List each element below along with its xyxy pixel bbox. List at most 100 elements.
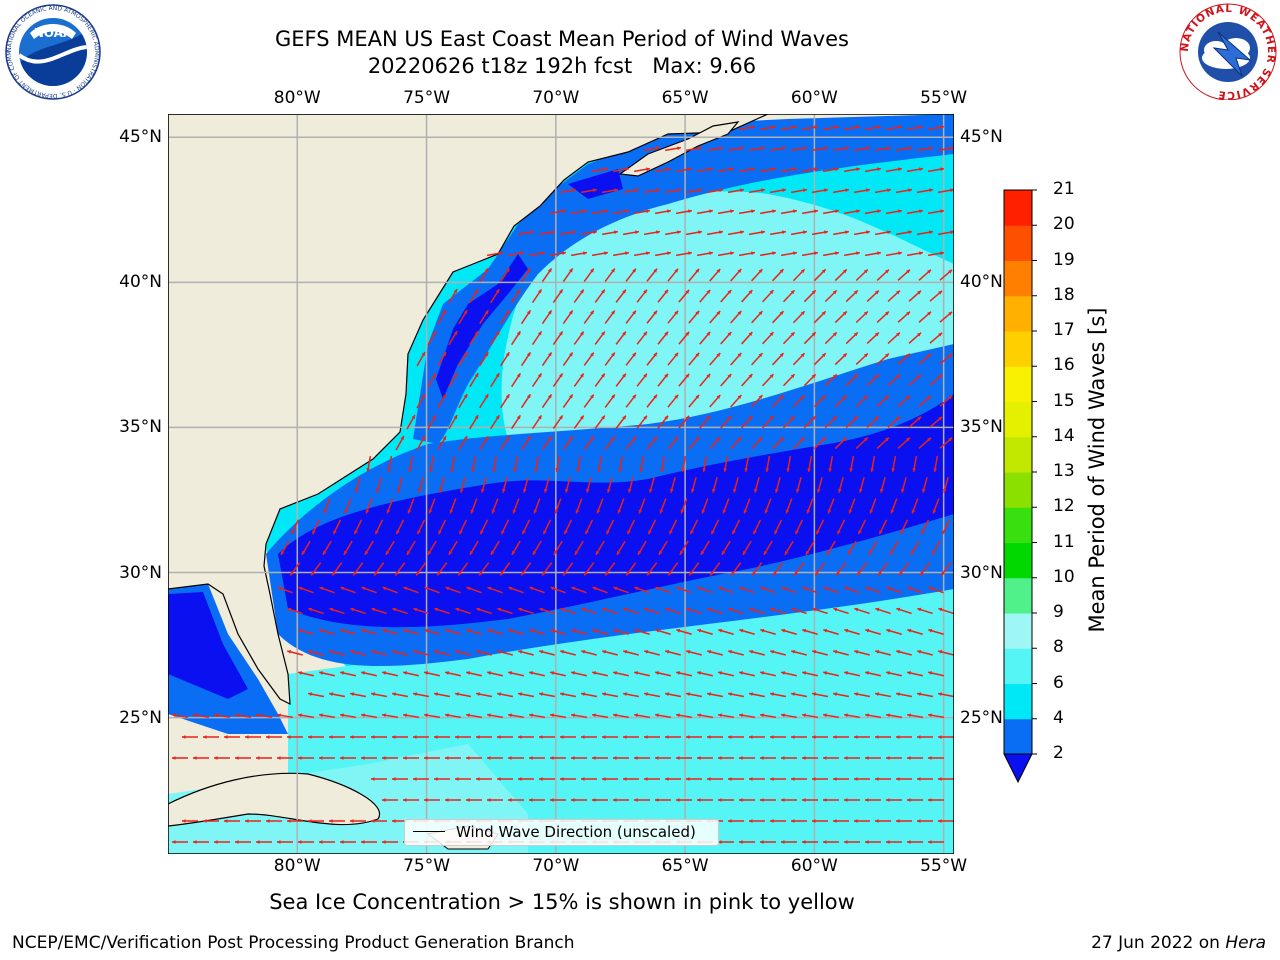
direction-arrow xyxy=(529,586,545,594)
direction-arrow xyxy=(612,713,630,719)
direction-arrow xyxy=(592,628,608,635)
direction-arrow xyxy=(625,436,637,450)
direction-arrow xyxy=(266,819,282,823)
direction-arrow xyxy=(507,251,525,257)
direction-arrow xyxy=(592,586,608,594)
colorbar-tick-label: 2 xyxy=(1053,743,1064,763)
direction-arrow xyxy=(908,332,922,344)
direction-arrow xyxy=(554,498,562,514)
direction-arrow xyxy=(266,735,282,739)
direction-arrow xyxy=(371,692,387,698)
direction-arrow xyxy=(751,562,763,576)
direction-arrow xyxy=(938,735,954,739)
direction-arrow xyxy=(560,735,576,739)
direction-arrow xyxy=(361,628,377,635)
direction-arrow xyxy=(885,125,903,131)
direction-arrow xyxy=(507,713,525,719)
lat-tick-left: 25°N xyxy=(119,707,162,728)
direction-arrow xyxy=(876,437,890,449)
direction-arrow xyxy=(938,819,954,823)
direction-arrow xyxy=(437,309,447,325)
graticule xyxy=(168,114,954,854)
direction-arrow xyxy=(836,519,846,535)
lon-tick-top: 60°W xyxy=(790,88,838,108)
direction-arrow xyxy=(887,374,901,386)
direction-arrow xyxy=(699,289,711,303)
direction-arrow xyxy=(570,209,588,215)
direction-arrow xyxy=(686,735,702,739)
direction-arrow xyxy=(634,671,650,677)
direction-arrow xyxy=(803,331,817,345)
direction-arrow xyxy=(749,777,765,781)
direction-arrow xyxy=(655,756,671,760)
direction-arrow xyxy=(780,125,798,131)
direction-arrow xyxy=(911,498,919,514)
direction-arrow xyxy=(490,414,500,430)
direction-arrow xyxy=(823,840,839,844)
direction-arrow xyxy=(510,330,522,346)
direction-arrow xyxy=(636,415,648,429)
direction-arrow xyxy=(576,455,582,473)
direction-arrow xyxy=(792,268,806,282)
direction-arrow xyxy=(833,692,849,698)
direction-arrow xyxy=(847,540,857,556)
direction-arrow xyxy=(636,331,648,345)
direction-arrow xyxy=(517,230,535,236)
colorbar-segment xyxy=(1004,648,1032,684)
direction-arrow xyxy=(490,330,500,346)
direction-arrow xyxy=(844,756,860,760)
lat-tick-right: 30°N xyxy=(960,562,1003,583)
direction-arrow xyxy=(939,311,953,323)
colorbar-tick-label: 18 xyxy=(1053,284,1075,305)
direction-arrow xyxy=(322,540,332,556)
direction-arrow xyxy=(403,798,419,802)
direction-arrow xyxy=(654,167,672,173)
direction-arrow xyxy=(528,713,546,719)
lat-tick-right: 40°N xyxy=(960,272,1003,293)
direction-arrow xyxy=(580,230,598,236)
direction-arrow xyxy=(570,713,588,719)
direction-arrow xyxy=(623,650,639,656)
direction-arrow xyxy=(917,650,933,656)
direction-arrow xyxy=(886,840,902,844)
direction-arrow xyxy=(434,607,450,615)
direction-arrow xyxy=(738,125,756,131)
direction-arrow xyxy=(918,269,932,281)
direction-arrow xyxy=(340,840,356,844)
direction-arrow xyxy=(605,519,615,535)
direction-arrow xyxy=(319,586,335,594)
colorbar-segment xyxy=(1004,718,1032,755)
direction-arrow xyxy=(550,628,566,635)
direction-arrow xyxy=(697,798,713,802)
direction-arrow xyxy=(885,713,903,719)
direction-arrow xyxy=(865,628,881,635)
direction-arrow xyxy=(329,819,345,823)
direction-arrow xyxy=(657,373,669,387)
direction-arrow xyxy=(403,586,419,594)
direction-arrow xyxy=(784,540,794,556)
direction-arrow xyxy=(675,713,693,719)
direction-arrow xyxy=(500,393,510,409)
direction-arrow xyxy=(520,435,532,451)
direction-arrow xyxy=(854,692,870,698)
direction-arrow xyxy=(774,477,781,493)
direction-arrow xyxy=(688,352,700,366)
direction-arrow xyxy=(749,607,765,615)
direction-arrow xyxy=(416,393,426,409)
direction-arrow xyxy=(552,331,564,345)
direction-arrow xyxy=(416,435,426,451)
direction-arrow xyxy=(583,394,595,408)
direction-arrow xyxy=(749,819,765,823)
direction-arrow xyxy=(676,671,692,677)
direction-arrow xyxy=(602,607,618,615)
map-legend: Wind Wave Direction (unscaled) xyxy=(404,819,719,846)
direction-arrow xyxy=(801,167,819,173)
direction-arrow xyxy=(448,372,458,388)
sea-ice-note: Sea Ice Concentration > 15% is shown in … xyxy=(269,890,855,914)
direction-arrow xyxy=(518,692,534,698)
direction-arrow xyxy=(478,562,490,576)
direction-arrow xyxy=(665,735,681,739)
direction-arrow xyxy=(667,268,679,282)
direction-arrow xyxy=(638,498,646,514)
direction-arrow xyxy=(371,735,387,739)
